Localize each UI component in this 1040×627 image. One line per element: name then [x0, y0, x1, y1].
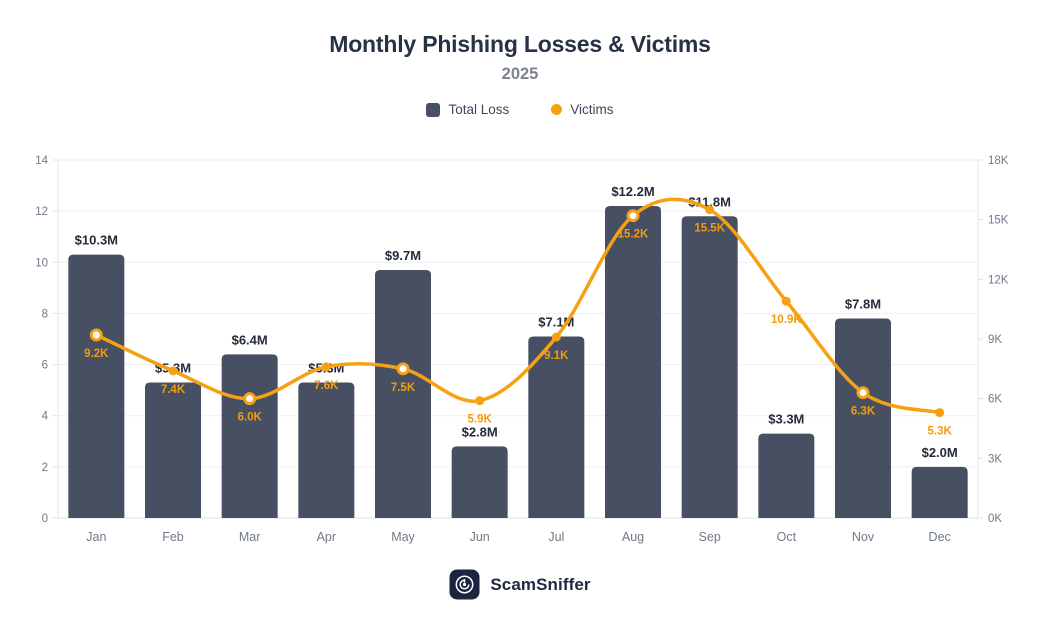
line-point-dec — [935, 408, 945, 418]
victims-value-label-sep: 15.5K — [694, 223, 725, 235]
bar-may — [375, 269, 431, 518]
chart-subtitle: 2025 — [501, 65, 539, 83]
x-axis-label-jul: Jul — [548, 530, 564, 544]
chart-title: Monthly Phishing Losses & Victims — [329, 31, 711, 57]
bar-mar — [221, 354, 278, 518]
right-axis-label: 0K — [988, 513, 1002, 525]
right-axis-label: 3K — [988, 453, 1002, 465]
bar-feb — [145, 382, 201, 518]
line-point-apr — [321, 362, 331, 372]
x-axis-label-feb: Feb — [162, 530, 184, 544]
bar-value-label-nov: $7.8M — [845, 297, 881, 312]
right-axis-label: 15K — [988, 215, 1009, 227]
bar-jan — [68, 254, 125, 518]
line-point-may — [396, 362, 410, 376]
line-point-aug — [626, 209, 640, 223]
left-axis-label: 0 — [42, 513, 48, 525]
x-axis-label-may: May — [391, 530, 415, 544]
legend-label-victims: Victims — [570, 102, 614, 117]
left-axis-label: 14 — [35, 155, 48, 167]
right-axis-label: 6K — [988, 394, 1002, 406]
victims-value-label-nov: 6.3K — [851, 406, 876, 418]
victims-value-label-may: 7.5K — [391, 382, 416, 394]
bar-oct — [758, 433, 815, 518]
bar-sep — [681, 216, 738, 518]
line-point-sep — [705, 205, 715, 215]
left-axis-label: 6 — [42, 360, 48, 372]
right-axis-label: 9K — [988, 334, 1002, 346]
bar-aug — [605, 206, 661, 518]
victims-value-label-dec: 5.3K — [928, 426, 953, 438]
legend: Total Loss Victims — [0, 102, 1040, 117]
x-axis-label-jan: Jan — [86, 530, 106, 544]
victims-swatch-icon — [551, 104, 563, 115]
bar-jul — [528, 336, 585, 518]
line-point-feb — [168, 366, 178, 376]
total-loss-swatch-icon — [426, 102, 441, 117]
bar-value-label-dec: $2.0M — [922, 445, 958, 460]
bar-value-label-oct: $3.3M — [768, 412, 804, 427]
x-axis-label-dec: Dec — [929, 530, 951, 544]
victims-value-label-jun: 5.9K — [468, 414, 493, 426]
bar-dec — [911, 466, 968, 518]
legend-item-victims: Victims — [551, 102, 614, 117]
x-axis-label-sep: Sep — [699, 530, 721, 544]
bar-value-label-aug: $12.2M — [611, 184, 654, 199]
bar-value-label-may: $9.7M — [385, 248, 421, 263]
left-axis-label: 4 — [42, 411, 49, 423]
right-axis-label: 18K — [988, 155, 1009, 167]
x-axis-label-aug: Aug — [622, 530, 644, 544]
footer-brand: ScamSniffer — [0, 569, 1040, 600]
line-point-jun — [475, 396, 485, 406]
x-axis-label-jun: Jun — [470, 530, 490, 544]
victims-value-label-jul: 9.1K — [544, 350, 569, 362]
bar-apr — [298, 382, 355, 518]
bar-value-label-jun: $2.8M — [462, 424, 498, 439]
x-axis-label-nov: Nov — [852, 530, 875, 544]
scamsniffer-logo-icon — [449, 569, 480, 600]
victims-value-label-feb: 7.4K — [161, 384, 186, 396]
brand-name: ScamSniffer — [490, 574, 591, 594]
line-point-jan — [89, 328, 103, 342]
x-axis-label-apr: Apr — [317, 530, 336, 544]
bar-nov — [835, 318, 891, 518]
right-axis-label: 12K — [988, 274, 1009, 286]
combo-chart: 0 2 4 6 8 10 12 14 0K 3K 6K 9K 12K 15K 18K Jan Feb Mar Apr… — [35, 155, 1009, 544]
left-axis-label: 12 — [35, 206, 48, 218]
victims-value-label-oct: 10.9K — [771, 314, 802, 326]
victims-value-label-apr: 7.6K — [314, 380, 339, 392]
legend-item-total-loss: Total Loss — [426, 102, 509, 117]
line-point-nov — [856, 386, 870, 400]
bar-value-label-mar: $6.4M — [232, 332, 268, 347]
x-axis-label-mar: Mar — [239, 530, 261, 544]
legend-label-total-loss: Total Loss — [448, 102, 510, 117]
bar-jun — [451, 446, 508, 518]
left-axis-label: 8 — [42, 308, 48, 320]
x-axis-label-oct: Oct — [777, 530, 797, 544]
victims-value-label-mar: 6.0K — [238, 412, 263, 424]
bar-value-label-jan: $10.3M — [75, 233, 118, 248]
left-axis-label: 2 — [42, 462, 48, 474]
victims-value-label-jan: 9.2K — [84, 348, 109, 360]
line-point-mar — [243, 392, 257, 406]
left-axis-label: 10 — [35, 257, 48, 269]
line-point-oct — [781, 296, 791, 306]
victims-value-label-aug: 15.2K — [618, 229, 649, 241]
line-point-jul — [551, 332, 561, 342]
